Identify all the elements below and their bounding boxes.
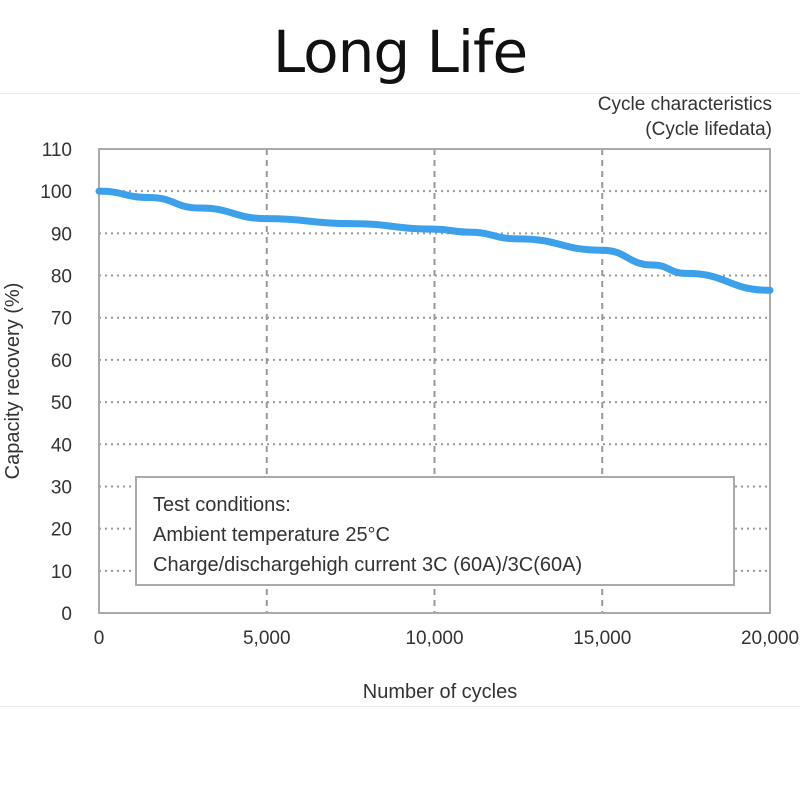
test-conditions-heading: Test conditions: <box>153 494 291 516</box>
y-tick-label: 10 <box>51 562 72 583</box>
y-axis-label: Capacity recovery (%) <box>2 283 24 480</box>
page-title: Long Life <box>272 18 528 86</box>
y-tick-label: 20 <box>51 520 72 541</box>
y-tick-label: 30 <box>51 477 72 498</box>
x-tick-label: 20,000 <box>741 628 799 649</box>
chart-svg: 0 10 20 30 40 50 60 70 80 90 100 110 0 5,000 10,000 15,… <box>2 140 799 703</box>
y-tick-label: 0 <box>61 604 72 625</box>
y-tick-label: 100 <box>40 182 72 203</box>
chart-title: Cycle characteristics <box>597 94 772 115</box>
x-tick-label: 10,000 <box>405 628 463 649</box>
y-tick-label: 110 <box>42 140 72 161</box>
series-line <box>95 187 774 294</box>
y-tick-label: 50 <box>51 393 72 414</box>
x-tick-label: 0 <box>94 628 105 649</box>
y-tick-label: 40 <box>51 435 72 456</box>
y-tick-label: 60 <box>51 351 72 372</box>
chart-subtitle: (Cycle lifedata) <box>645 119 772 140</box>
test-conditions-box: Test conditions: Ambient temperature 25°… <box>135 476 735 586</box>
y-tick-label: 70 <box>51 309 72 330</box>
test-condition-line: Charge/dischargehigh current 3C (60A)/3C… <box>153 554 583 576</box>
x-tick-label: 15,000 <box>573 628 631 649</box>
x-axis-label: Number of cycles <box>363 681 518 703</box>
x-tick-label: 5,000 <box>243 628 291 649</box>
y-tick-label: 80 <box>51 267 72 288</box>
test-condition-line: Ambient temperature 25°C <box>153 524 391 546</box>
y-tick-label: 90 <box>51 224 72 245</box>
chart-panel: 0 10 20 30 40 50 60 70 80 90 100 110 0 5,000 10,000 15,… <box>0 93 800 707</box>
plot-frame <box>98 148 771 614</box>
